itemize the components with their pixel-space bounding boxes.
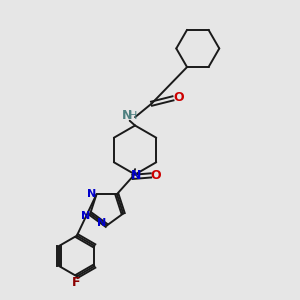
Text: N: N: [130, 169, 141, 182]
Text: N: N: [97, 218, 106, 228]
Text: N: N: [86, 189, 96, 199]
Text: N: N: [122, 110, 132, 122]
Text: O: O: [151, 169, 161, 182]
Text: H: H: [128, 111, 137, 121]
Text: F: F: [72, 276, 80, 290]
Text: N: N: [81, 211, 90, 221]
Text: O: O: [173, 91, 184, 103]
